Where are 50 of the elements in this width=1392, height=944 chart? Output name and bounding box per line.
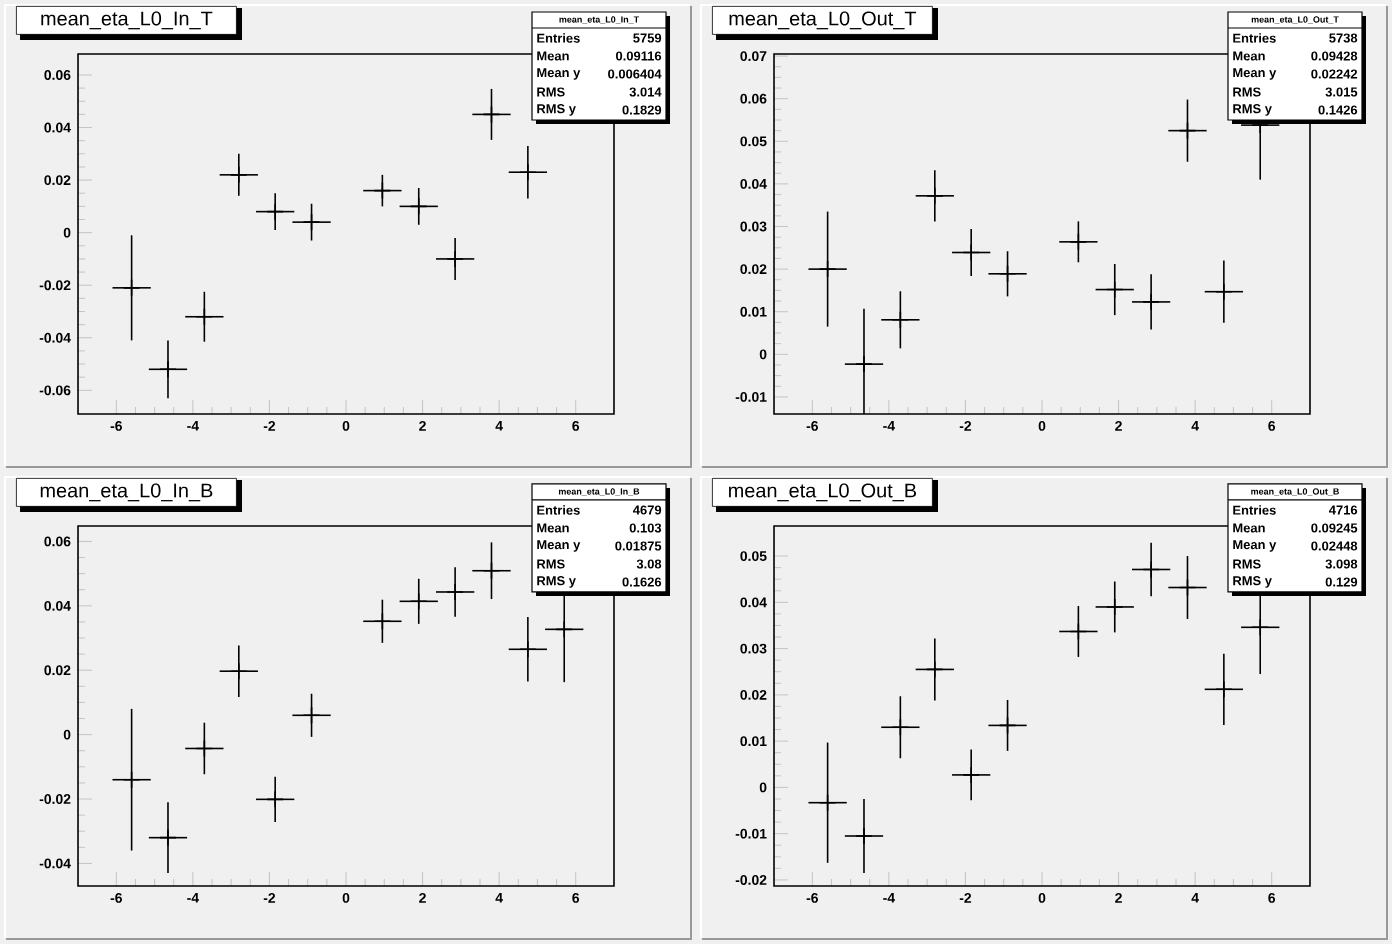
point bbox=[1105, 280, 1124, 299]
point bbox=[482, 105, 501, 124]
point bbox=[446, 250, 464, 268]
point bbox=[1215, 680, 1233, 699]
point bbox=[159, 828, 177, 847]
point bbox=[519, 640, 537, 659]
point bbox=[230, 662, 248, 680]
point bbox=[482, 561, 501, 580]
point bbox=[409, 592, 428, 611]
point bbox=[1142, 293, 1160, 311]
chart-title: mean_eta_L0_Out_B bbox=[729, 483, 917, 502]
chart-title: mean_eta_L0_Out_T bbox=[729, 11, 917, 30]
point bbox=[446, 583, 464, 601]
point bbox=[373, 612, 392, 631]
point bbox=[926, 187, 944, 205]
point bbox=[818, 793, 837, 812]
point bbox=[891, 311, 910, 329]
point bbox=[855, 355, 873, 373]
point bbox=[302, 706, 321, 725]
point bbox=[1069, 233, 1088, 251]
point bbox=[373, 181, 392, 200]
point bbox=[1142, 560, 1160, 579]
point bbox=[266, 202, 284, 221]
point bbox=[891, 718, 910, 737]
point bbox=[1069, 622, 1088, 641]
point bbox=[122, 279, 141, 297]
point bbox=[926, 660, 944, 679]
point bbox=[1105, 598, 1124, 616]
point bbox=[1178, 121, 1197, 140]
point bbox=[519, 163, 537, 182]
point bbox=[195, 307, 214, 326]
point bbox=[195, 739, 214, 758]
point bbox=[555, 620, 574, 639]
point bbox=[1251, 618, 1270, 637]
point bbox=[159, 360, 177, 379]
point bbox=[122, 770, 141, 789]
point bbox=[302, 213, 321, 231]
chart-title: mean_eta_L0_In_T bbox=[41, 11, 213, 30]
point bbox=[962, 766, 980, 784]
point bbox=[962, 243, 980, 262]
point bbox=[998, 265, 1017, 283]
chart-title: mean_eta_L0_In_B bbox=[40, 483, 213, 502]
point bbox=[266, 790, 284, 809]
point bbox=[1215, 282, 1233, 301]
point bbox=[409, 197, 428, 216]
point bbox=[855, 827, 873, 845]
point bbox=[818, 260, 837, 278]
point bbox=[998, 716, 1017, 735]
point bbox=[1178, 578, 1197, 597]
point bbox=[230, 166, 248, 184]
